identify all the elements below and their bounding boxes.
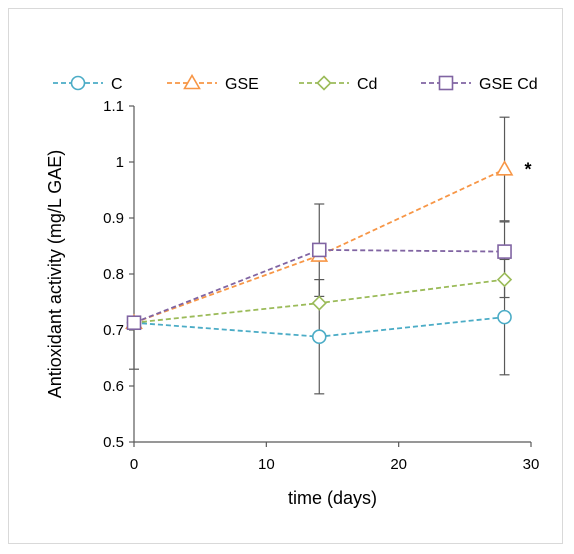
- chart-frame: 0.5 0.6 0.7 0.8 0.9 1 1.1 0 10 20 30 time (days) Ant…: [8, 8, 563, 544]
- data-point-cd: [311, 295, 327, 311]
- legend-label: GSE Cd: [479, 76, 538, 93]
- x-tick-label: 20: [390, 456, 407, 473]
- x-tick-label: 0: [130, 456, 138, 473]
- data-point-gse: [495, 160, 514, 176]
- y-tick-label: 1.1: [103, 98, 124, 115]
- y-tick-label: 0.9: [103, 210, 124, 227]
- y-tick-label: 0.6: [103, 378, 124, 395]
- y-tick-label: 0.7: [103, 322, 124, 339]
- data-point-c: [497, 309, 512, 325]
- data-point-gse-cd: [497, 244, 512, 259]
- legend-marker: [183, 73, 201, 90]
- x-axis-title: time (days): [288, 488, 377, 508]
- x-tick-label: 10: [258, 456, 275, 473]
- legend-label: GSE: [225, 76, 259, 93]
- chart: 0.5 0.6 0.7 0.8 0.9 1 1.1 0 10 20 30 time (days) Ant…: [45, 73, 540, 508]
- y-tick-label: 0.5: [103, 434, 124, 451]
- y-tick-label: 1: [116, 154, 124, 171]
- y-axis-title: Antioxidant activity (mg/L GAE): [45, 150, 65, 398]
- legend-marker: [70, 75, 86, 91]
- legend-item-gse-cd: GSE Cd: [421, 75, 538, 93]
- series-line-gse-cd: [133, 249, 505, 324]
- legend-label: C: [111, 76, 123, 93]
- x-tick-label: 30: [523, 456, 540, 473]
- legend-item-c: C: [53, 75, 123, 93]
- legend-item-gse: GSE: [167, 73, 259, 93]
- data-point-gse-cd: [126, 315, 142, 331]
- data-point-c: [311, 329, 327, 345]
- legend-item-cd: Cd: [299, 75, 377, 93]
- y-tick-label: 0.8: [103, 266, 124, 283]
- significance-marker: *: [525, 160, 532, 180]
- data-point-cd: [496, 271, 513, 288]
- data-point-gse-cd: [311, 242, 327, 258]
- series-line-gse: [133, 168, 505, 324]
- legend-marker: [438, 75, 454, 91]
- legend-label: Cd: [357, 76, 377, 93]
- legend-marker: [316, 75, 332, 91]
